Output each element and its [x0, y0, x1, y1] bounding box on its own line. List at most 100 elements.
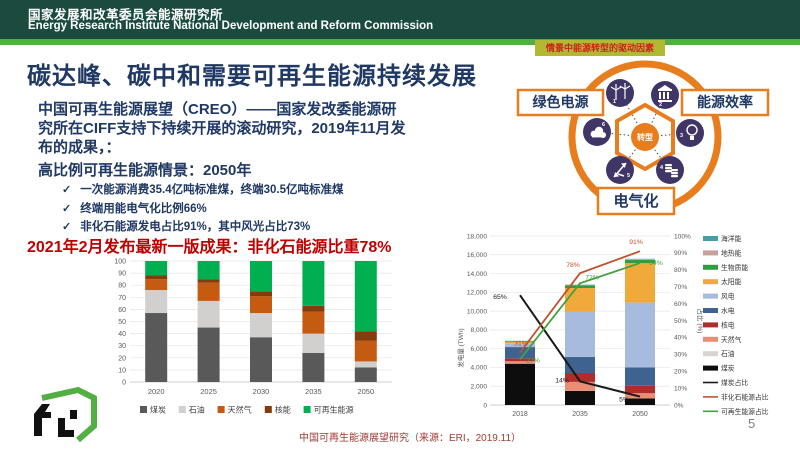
bullet-item: ✓ 终端用能电气化比例66% — [62, 200, 343, 219]
svg-text:石油: 石油 — [721, 349, 735, 358]
bullet-list: ✓ 一次能源消费35.4亿吨标准煤，终端30.5亿吨标准煤 ✓ 终端用能电气化比例6… — [62, 181, 343, 237]
svg-text:8,000: 8,000 — [470, 327, 487, 334]
cloud-icon: 6 — [583, 118, 611, 146]
svg-text:0: 0 — [483, 402, 487, 409]
svg-text:60%: 60% — [674, 301, 687, 308]
hexagon-outline — [615, 102, 675, 172]
svg-text:核能: 核能 — [275, 405, 291, 415]
check-icon: ✓ — [62, 184, 72, 196]
svg-text:绿色电源: 绿色电源 — [533, 94, 589, 110]
svg-text:太阳能: 太阳能 — [721, 277, 742, 286]
svg-text:90: 90 — [118, 271, 126, 278]
org-title-en: Energy Research Institute National Devel… — [28, 20, 434, 32]
bullet-text: 非化石能源发电占比91%，其中风光占比73% — [80, 221, 311, 233]
svg-text:14,000: 14,000 — [467, 271, 488, 278]
svg-text:能源效率: 能源效率 — [697, 94, 753, 110]
svg-text:70%: 70% — [674, 284, 687, 291]
svg-text:10%: 10% — [674, 385, 687, 392]
svg-text:0: 0 — [122, 380, 126, 387]
svg-text:2050: 2050 — [632, 411, 648, 418]
svg-text:91%: 91% — [629, 239, 643, 246]
bullet-text: 终端用能电气化比例66% — [80, 202, 207, 215]
highlight-result: 2021年2月发布最新一版成果：非化石能源比重78% — [27, 239, 392, 256]
svg-text:煤炭占比: 煤炭占比 — [721, 378, 748, 387]
svg-text:4: 4 — [660, 165, 664, 171]
svg-text:30: 30 — [118, 343, 126, 350]
label-box-green-power: 绿色电源 — [516, 88, 605, 117]
svg-text:16,000: 16,000 — [467, 252, 488, 259]
header-band — [0, 0, 800, 39]
svg-text:占比 (%): 占比 (%) — [696, 309, 705, 334]
svg-text:90%: 90% — [674, 250, 687, 257]
svg-text:80: 80 — [118, 283, 126, 290]
svg-text:天然气: 天然气 — [228, 405, 252, 415]
svg-text:电气化: 电气化 — [613, 192, 658, 210]
power-generation-chart: 0 2,000 4,000 6,000 8,000 10,000 12,000 14,000 1… — [456, 233, 769, 418]
svg-text:非化石能源占比: 非化石能源占比 — [721, 392, 769, 401]
source-note: 中国可再生能源展望研究（来源：ERI，2019.11） — [298, 433, 522, 444]
center-label: 转型 — [637, 132, 653, 142]
bank-building-icon: 2 — [651, 81, 679, 109]
svg-text:2035: 2035 — [572, 411, 588, 418]
svg-text:石油: 石油 — [189, 405, 205, 415]
svg-text:18,000: 18,000 — [467, 233, 488, 240]
check-icon: ✓ — [62, 202, 72, 215]
diagram-caption: 情景中能源转型的驱动因素 — [535, 40, 665, 56]
wind-turbine-icon: 1 — [606, 79, 634, 107]
svg-text:可再生能源占比: 可再生能源占比 — [721, 407, 769, 416]
svg-text:2050: 2050 — [357, 387, 374, 396]
svg-text:80%: 80% — [674, 267, 687, 274]
svg-text:海洋能: 海洋能 — [721, 234, 742, 243]
intro-paragraph: 中国可再生能源展望（CREO）——国家发改委能源研 究所在CIFF支持下持续开展… — [38, 101, 406, 156]
svg-text:4,000: 4,000 — [470, 365, 487, 372]
svg-text:84%: 84% — [649, 260, 663, 267]
arrows-icon: 5 — [606, 156, 634, 184]
svg-text:核电: 核电 — [721, 320, 735, 329]
lightbulb-icon: 3 — [676, 119, 704, 147]
svg-text:50%: 50% — [674, 318, 687, 325]
label-box-electrification: 电气化 — [596, 186, 676, 216]
green-stripe — [0, 39, 800, 45]
svg-text:3: 3 — [680, 133, 683, 139]
svg-text:6: 6 — [602, 122, 605, 128]
svg-text:1: 1 — [613, 99, 616, 105]
bullet-item: ✓ 一次能源消费35.4亿吨标准煤，终端30.5亿吨标准煤 — [62, 181, 343, 200]
svg-text:100%: 100% — [674, 233, 691, 240]
page-title: 碳达峰、碳中和需要可再生能源持续发展 — [27, 63, 477, 90]
svg-text:煤炭: 煤炭 — [721, 364, 735, 373]
svg-text:生物质能: 生物质能 — [721, 263, 748, 272]
page-number: 5 — [748, 416, 756, 431]
bullet-item: ✓ 非化石能源发电占比91%，其中风光占比73% — [62, 218, 343, 237]
svg-text:40%: 40% — [674, 335, 687, 342]
eri-logo — [34, 386, 97, 443]
svg-text:煤炭: 煤炭 — [150, 405, 166, 415]
svg-text:可再生能源: 可再生能源 — [314, 405, 354, 415]
svg-text:2020: 2020 — [148, 387, 165, 396]
svg-text:发电量 (TWh): 发电量 (TWh) — [456, 328, 465, 367]
svg-text:78%: 78% — [566, 262, 580, 269]
svg-text:0%: 0% — [674, 402, 684, 409]
org-title-zh: 国家发展和改革委员会能源研究所 — [28, 8, 224, 22]
scenario-heading: 高比例可再生能源情景：2050年 — [38, 162, 252, 179]
svg-text:6,000: 6,000 — [470, 346, 487, 353]
center-circle — [631, 123, 659, 151]
svg-text:72%: 72% — [585, 274, 599, 281]
svg-text:10,000: 10,000 — [467, 308, 488, 315]
svg-text:27%: 27% — [526, 357, 540, 364]
svg-text:2030: 2030 — [253, 387, 270, 396]
svg-text:20: 20 — [118, 355, 126, 362]
svg-text:水电: 水电 — [721, 306, 735, 315]
svg-text:50: 50 — [118, 319, 126, 326]
coins-icon: 4 — [656, 156, 684, 184]
svg-text:风电: 风电 — [721, 292, 735, 301]
svg-text:20%: 20% — [674, 369, 687, 376]
transition-drivers-diagram: 转型 1 2 3 4 5 6 绿色电源 — [516, 60, 770, 216]
check-icon: ✓ — [62, 221, 72, 233]
svg-text:70: 70 — [118, 295, 126, 302]
svg-text:2: 2 — [659, 102, 662, 108]
svg-text:31%: 31% — [514, 341, 528, 348]
svg-text:10: 10 — [118, 367, 126, 374]
svg-text:2035: 2035 — [305, 387, 322, 396]
svg-text:2018: 2018 — [512, 411, 528, 418]
svg-text:5%: 5% — [619, 397, 629, 404]
